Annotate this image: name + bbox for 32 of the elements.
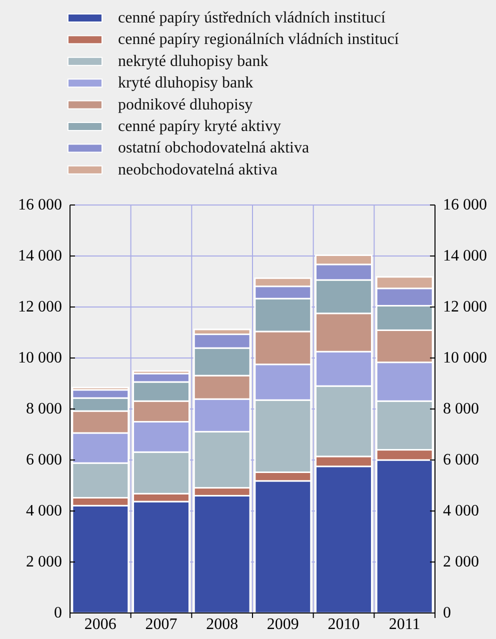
legend-label: cenné papíry regionálních vládních institucí bbox=[118, 31, 400, 48]
y2-tick-label: 6 000 bbox=[443, 452, 479, 468]
legend-label: neobchodovatelná aktiva bbox=[118, 161, 278, 178]
legend-label: podnikové dluhopisy bbox=[118, 96, 253, 114]
y2-tick-label: 4 000 bbox=[443, 502, 479, 520]
y-tick-label: 16 000 bbox=[18, 196, 62, 214]
x-tick-label: 2011 bbox=[388, 616, 420, 633]
legend-label: kryté dluhopisy bank bbox=[118, 74, 254, 92]
y-tick-label: 2 000 bbox=[26, 554, 62, 570]
x-tick-label: 2008 bbox=[206, 616, 238, 633]
x-tick-label: 2007 bbox=[145, 616, 178, 633]
y2-tick-label: 2 000 bbox=[443, 554, 479, 570]
y2-tick-label: 8 000 bbox=[443, 400, 479, 418]
x-tick-label: 2006 bbox=[84, 616, 116, 633]
y-tick-label: 6 000 bbox=[26, 452, 62, 468]
y2-tick-label: 12 000 bbox=[443, 298, 487, 316]
y2-tick-label: 10 000 bbox=[443, 350, 487, 366]
x-tick-label: 2010 bbox=[328, 616, 360, 633]
y-tick-label: 14 000 bbox=[18, 248, 62, 264]
y-tick-label: 4 000 bbox=[26, 502, 62, 520]
y-tick-label: 8 000 bbox=[26, 400, 62, 418]
y2-tick-label: 16 000 bbox=[443, 196, 487, 214]
legend-label: cenné papíry ústředních vládních institucí bbox=[118, 10, 386, 26]
x-tick-label: 2009 bbox=[266, 616, 299, 633]
y2-tick-label: 0 bbox=[443, 604, 451, 622]
y2-tick-label: 14 000 bbox=[443, 248, 487, 264]
y-tick-label: 0 bbox=[54, 604, 62, 622]
y-tick-label: 10 000 bbox=[18, 350, 62, 366]
legend-label: cenné papíry kryté aktivy bbox=[118, 118, 282, 135]
y-tick-label: 12 000 bbox=[18, 298, 62, 316]
legend-label: ostatní obchodovatelná aktiva bbox=[118, 140, 310, 157]
legend-label: nekryté dluhopisy bank bbox=[118, 52, 268, 70]
